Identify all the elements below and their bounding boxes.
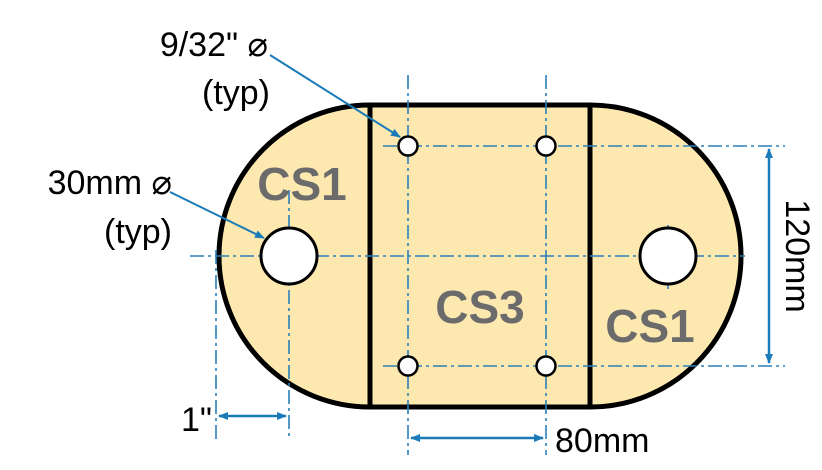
small-hole-top-left — [397, 135, 419, 157]
horizontal-spacing-dimension-label: 80mm — [555, 422, 649, 460]
small-hole-bottom-right — [535, 355, 557, 377]
small-hole-top-right — [535, 135, 557, 157]
large-hole-callout-size: 30mm ⌀ — [48, 164, 172, 202]
small-hole-bottom-left — [397, 355, 419, 377]
large-hole-leader — [169, 191, 265, 239]
large-hole-right — [638, 226, 698, 286]
large-hole-callout-typ: (typ) — [104, 213, 172, 251]
region-label-left: CS1 — [257, 158, 346, 210]
region-label-right: CS1 — [605, 300, 694, 352]
large-hole-left — [259, 226, 319, 286]
small-hole-callout-typ: (typ) — [202, 74, 270, 112]
vertical-spacing-dimension-label: 120mm — [778, 199, 816, 312]
edge-offset-dimension-label: 1" — [181, 401, 212, 439]
region-label-center: CS3 — [435, 281, 524, 333]
small-hole-callout-size: 9/32" ⌀ — [160, 26, 268, 64]
small-hole-leader — [269, 54, 401, 138]
